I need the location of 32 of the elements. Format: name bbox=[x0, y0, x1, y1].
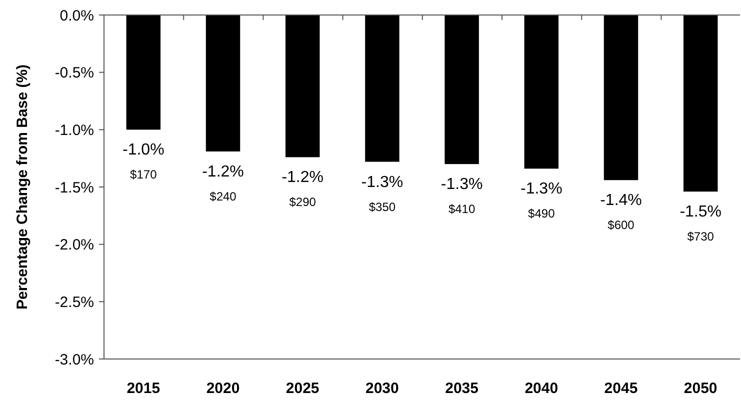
data-label: -1.3% bbox=[520, 180, 562, 198]
data-label: -1.3% bbox=[440, 176, 483, 194]
y-tick-label: -0.5% bbox=[54, 64, 94, 82]
y-axis-title: Percentage Change from Base (%) bbox=[14, 64, 31, 310]
x-tick-label: 2035 bbox=[445, 380, 478, 397]
data-label: -1.2% bbox=[282, 169, 324, 186]
y-tick-label: -1.0% bbox=[54, 122, 94, 139]
annotation: $410 bbox=[448, 202, 476, 216]
annotation: $350 bbox=[368, 200, 396, 214]
annotation: $240 bbox=[210, 189, 237, 204]
data-label: -1.0% bbox=[122, 142, 164, 159]
annotation: $170 bbox=[130, 168, 158, 182]
x-tick-label: 2015 bbox=[126, 380, 160, 397]
y-tick-label: -1.5% bbox=[54, 179, 94, 196]
annotation: $290 bbox=[289, 195, 316, 210]
y-tick-label: -3.0% bbox=[54, 351, 94, 368]
y-tick-label: 0.0% bbox=[60, 7, 94, 24]
annotation: $600 bbox=[608, 218, 635, 232]
x-tick-label: 2030 bbox=[366, 380, 399, 397]
x-tick-label: 2040 bbox=[524, 380, 558, 397]
y-tick-label: -2.0% bbox=[54, 236, 94, 254]
annotation: $490 bbox=[528, 206, 556, 221]
data-label: -1.3% bbox=[361, 174, 404, 191]
x-tick-label: 2020 bbox=[206, 380, 240, 397]
x-tick-label: 2045 bbox=[604, 380, 638, 397]
data-label: -1.5% bbox=[680, 204, 722, 221]
data-label: -1.4% bbox=[600, 192, 642, 210]
annotation: $730 bbox=[687, 230, 714, 244]
x-tick-label: 2050 bbox=[684, 380, 718, 397]
data-label: -1.2% bbox=[202, 163, 244, 180]
x-tick-label: 2025 bbox=[286, 380, 320, 397]
y-tick-label: -2.5% bbox=[54, 294, 94, 311]
